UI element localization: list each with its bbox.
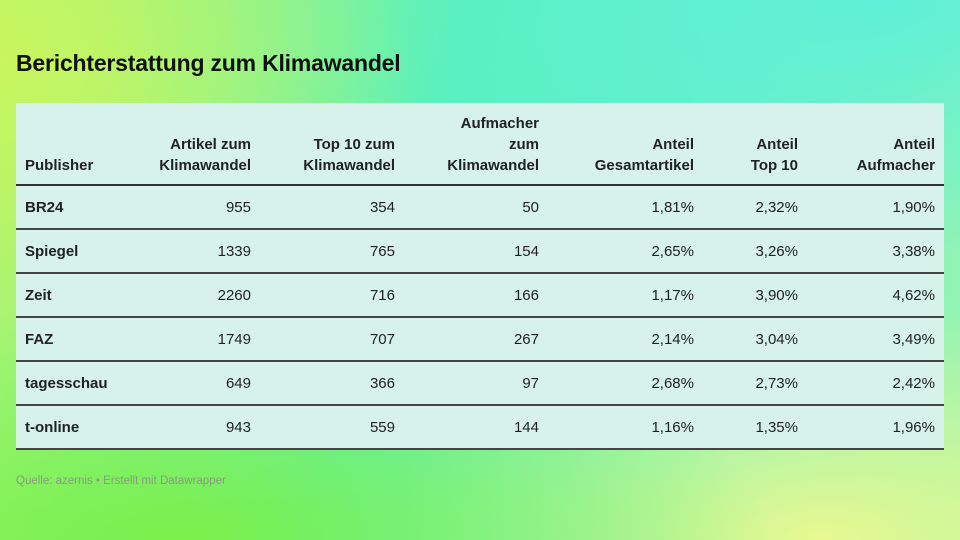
value-cell-artikel: 649 <box>136 361 260 406</box>
column-header-line: Top 10 <box>750 157 798 174</box>
value-cell-top10: 354 <box>260 185 404 230</box>
column-header-anteil_gesamt: Anteil Gesamtartikel <box>548 103 703 186</box>
table-row: FAZ 1749 707 267 2,14% 3,04% 3,49% <box>16 317 944 362</box>
column-header-line: Klimawandel <box>303 157 395 174</box>
table-row: tagesschau 649 366 97 2,68% 2,73% 2,42% <box>16 361 944 406</box>
column-header-line: Anteil <box>756 136 798 153</box>
column-header-line: Anteil <box>893 136 935 153</box>
publisher-cell: Spiegel <box>16 229 136 274</box>
value-cell-top10: 716 <box>260 273 404 318</box>
table-row: Spiegel 1339 765 154 2,65% 3,26% 3,38% <box>16 229 944 274</box>
publisher-cell: Zeit <box>16 273 136 318</box>
value-cell-anteil_top10: 3,04% <box>703 317 807 362</box>
value-cell-anteil_gesamt: 2,68% <box>548 361 703 406</box>
value-cell-anteil_aufmacher: 1,96% <box>807 405 944 450</box>
column-header-anteil_top10: Anteil Top 10 <box>703 103 807 186</box>
table-row: Zeit 2260 716 166 1,17% 3,90% 4,62% <box>16 273 944 318</box>
column-header-anteil_aufmacher: Anteil Aufmacher <box>807 103 944 186</box>
value-cell-aufmacher: 50 <box>404 185 548 230</box>
value-cell-artikel: 943 <box>136 405 260 450</box>
column-header-line: Top 10 zum <box>313 136 395 153</box>
value-cell-anteil_gesamt: 2,65% <box>548 229 703 274</box>
value-cell-anteil_aufmacher: 3,38% <box>807 229 944 274</box>
value-cell-anteil_aufmacher: 1,90% <box>807 185 944 230</box>
data-table: Publisher Artikel zum Klimawandel Top 10 zu… <box>16 103 944 450</box>
value-cell-top10: 707 <box>260 317 404 362</box>
publisher-cell: BR24 <box>16 185 136 230</box>
value-cell-aufmacher: 154 <box>404 229 548 274</box>
column-header-line: Publisher <box>25 157 94 174</box>
value-cell-artikel: 2260 <box>136 273 260 318</box>
value-cell-anteil_top10: 2,73% <box>703 361 807 406</box>
value-cell-aufmacher: 144 <box>404 405 548 450</box>
value-cell-artikel: 1339 <box>136 229 260 274</box>
column-header-line: zum <box>509 136 539 153</box>
source-note: Quelle: azernis • Erstellt mit Datawrapp… <box>16 475 226 487</box>
column-header-line: Gesamtartikel <box>594 157 694 174</box>
table-row: BR24 955 354 50 1,81% 2,32% 1,90% <box>16 185 944 230</box>
column-header-artikel: Artikel zum Klimawandel <box>136 103 260 186</box>
value-cell-anteil_top10: 3,26% <box>703 229 807 274</box>
value-cell-top10: 559 <box>260 405 404 450</box>
column-header-line: Artikel zum <box>170 136 251 153</box>
column-header-line: Aufmacher <box>460 115 539 132</box>
table-body: BR24 955 354 50 1,81% 2,32% 1,90% Spiegel 1339 76… <box>16 185 944 450</box>
value-cell-top10: 366 <box>260 361 404 406</box>
value-cell-anteil_top10: 3,90% <box>703 273 807 318</box>
value-cell-anteil_gesamt: 2,14% <box>548 317 703 362</box>
column-header-line: Klimawandel <box>159 157 251 174</box>
column-header-line: Anteil <box>652 136 694 153</box>
publisher-cell: t-online <box>16 405 136 450</box>
value-cell-aufmacher: 97 <box>404 361 548 406</box>
value-cell-anteil_aufmacher: 2,42% <box>807 361 944 406</box>
value-cell-top10: 765 <box>260 229 404 274</box>
value-cell-aufmacher: 267 <box>404 317 548 362</box>
column-header-line: Aufmacher <box>856 157 935 174</box>
value-cell-anteil_top10: 1,35% <box>703 405 807 450</box>
value-cell-anteil_gesamt: 1,16% <box>548 405 703 450</box>
value-cell-aufmacher: 166 <box>404 273 548 318</box>
value-cell-anteil_gesamt: 1,17% <box>548 273 703 318</box>
value-cell-anteil_top10: 2,32% <box>703 185 807 230</box>
publisher-cell: FAZ <box>16 317 136 362</box>
value-cell-anteil_gesamt: 1,81% <box>548 185 703 230</box>
chart-title: Berichterstattung zum Klimawandel <box>16 50 401 76</box>
column-header-line: Klimawandel <box>447 157 539 174</box>
table-row: t-online 943 559 144 1,16% 1,35% 1,96% <box>16 405 944 450</box>
table-header-row: Publisher Artikel zum Klimawandel Top 10 zu… <box>16 103 944 186</box>
value-cell-anteil_aufmacher: 4,62% <box>807 273 944 318</box>
value-cell-anteil_aufmacher: 3,49% <box>807 317 944 362</box>
value-cell-artikel: 1749 <box>136 317 260 362</box>
value-cell-artikel: 955 <box>136 185 260 230</box>
column-header-top10: Top 10 zum Klimawandel <box>260 103 404 186</box>
publisher-cell: tagesschau <box>16 361 136 406</box>
column-header-publisher: Publisher <box>16 103 136 186</box>
column-header-aufmacher: Aufmacher zum Klimawandel <box>404 103 548 186</box>
